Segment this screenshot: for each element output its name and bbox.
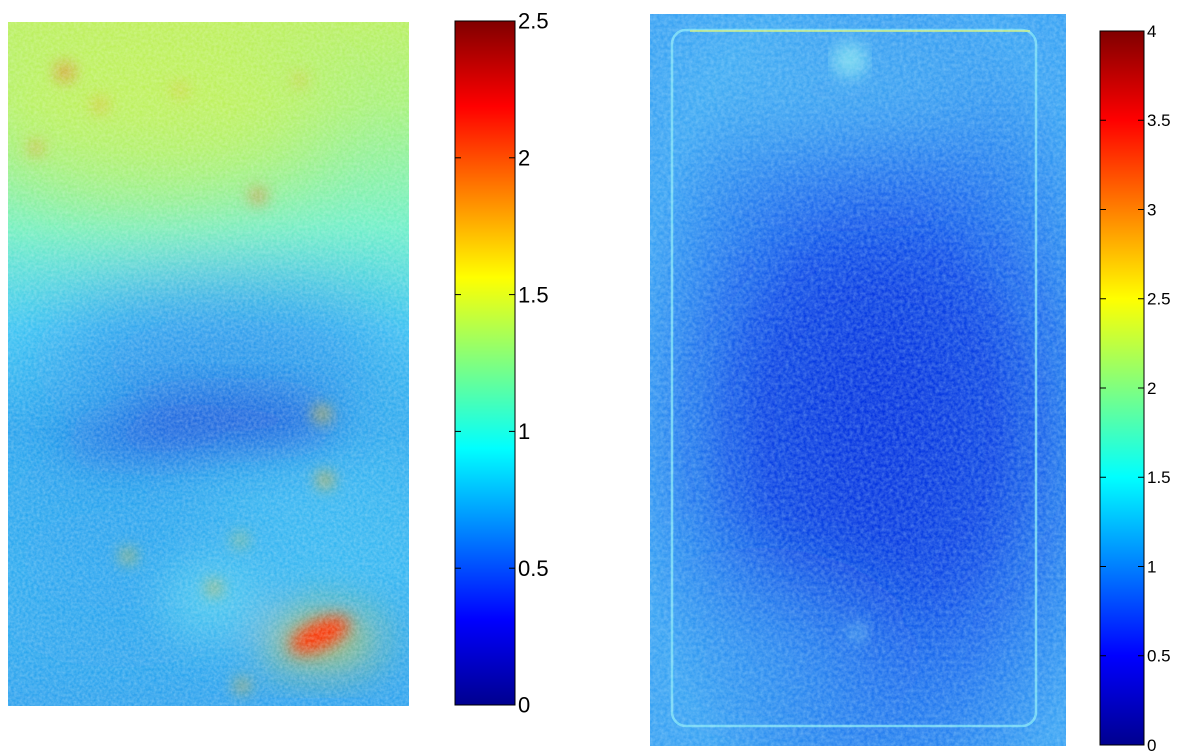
colorbar-left: 0 0.5 1 1.5 2 2.5 — [454, 9, 549, 718]
heatmap-left — [8, 22, 409, 706]
colorbar-tick-label: 1 — [518, 419, 530, 444]
colorbar-tick-label: 0 — [1147, 736, 1156, 755]
colorbar-tick-label: 1.5 — [518, 282, 549, 307]
colorbar-tick-label: 0.5 — [1147, 647, 1171, 666]
colorbar-tick-label: 0 — [518, 693, 530, 718]
colorbar-right: 0 0.5 1 1.5 2 2.5 3 3.5 4 — [1099, 22, 1171, 755]
colorbar-tick-label: 2 — [1147, 379, 1156, 398]
heatmap-right — [650, 14, 1066, 746]
colorbar-tick-label: 1.5 — [1147, 468, 1171, 487]
colorbar-tick-label: 3 — [1147, 200, 1156, 219]
colorbar-tick-label: 2.5 — [1147, 290, 1171, 309]
colorbar-tick-label: 1 — [1147, 557, 1156, 576]
colorbar-tick-label: 2.5 — [518, 9, 549, 34]
colorbar-tick-label: 4 — [1147, 22, 1156, 41]
colorbar-tick-label: 2 — [518, 146, 530, 171]
colorbar-tick-label: 0.5 — [518, 556, 549, 581]
colorbar-tick-label: 3.5 — [1147, 111, 1171, 130]
